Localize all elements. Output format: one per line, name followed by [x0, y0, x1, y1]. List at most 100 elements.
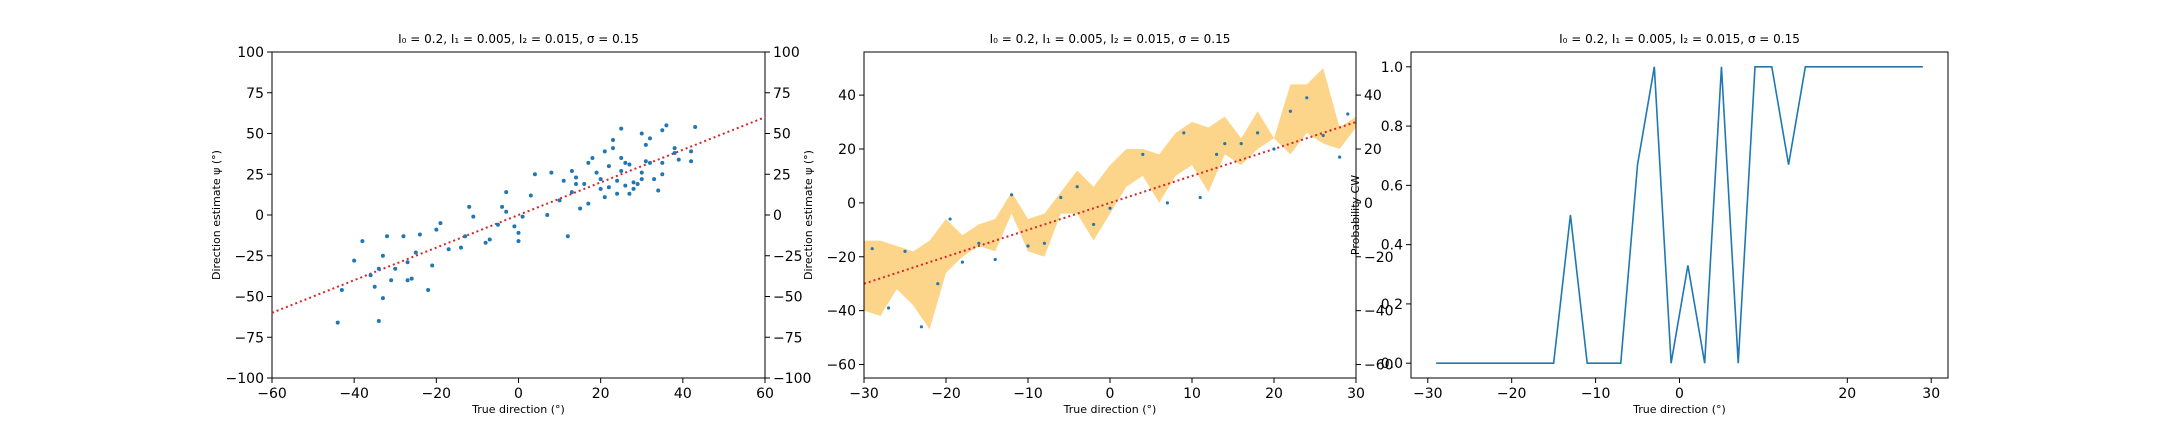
y-tick-label: 1.0: [1381, 60, 1403, 76]
chart-title: I₀ = 0.2, I₁ = 0.005, I₂ = 0.015, σ = 0.…: [398, 32, 639, 46]
scatter-point: [598, 177, 603, 182]
data-point: [1239, 142, 1243, 146]
scatter-point: [652, 177, 657, 182]
y-tick-label: 20: [838, 142, 856, 158]
scatter-point: [610, 138, 615, 143]
data-point: [948, 217, 952, 221]
scatter-point: [528, 193, 533, 198]
y-tick-label: −60: [826, 358, 856, 374]
scatter-point: [380, 296, 385, 301]
x-tick-label: −10: [1581, 386, 1611, 402]
scatter-point: [606, 185, 611, 190]
chart-title: I₀ = 0.2, I₁ = 0.005, I₂ = 0.015, σ = 0.…: [990, 32, 1231, 46]
y-tick-label: −100: [226, 371, 264, 387]
y-tick-label: 0.0: [1381, 356, 1403, 372]
y-tick-label: 75: [246, 86, 264, 102]
data-point: [993, 257, 997, 262]
scatter-point: [430, 263, 435, 268]
x-tick-label: −20: [931, 386, 961, 402]
x-axis-label: True direction (°): [1063, 403, 1157, 416]
y-right-tick-label: −75: [773, 330, 803, 346]
confidence-band: [864, 68, 1356, 330]
scatter-point: [643, 142, 648, 147]
scatter-point: [360, 239, 365, 244]
scatter-point: [647, 136, 652, 141]
scatter-point: [660, 160, 665, 165]
x-tick-label: 30: [1347, 386, 1365, 402]
y-right-tick-label: 40: [1364, 88, 1382, 104]
scatter-point: [689, 149, 694, 154]
scatter-point: [602, 149, 607, 154]
probability-panel: I₀ = 0.2, I₁ = 0.005, I₂ = 0.015, σ = 0.…: [1349, 32, 1949, 416]
identity-line: [271, 116, 766, 314]
y-right-tick-label: −25: [773, 249, 803, 265]
chart-title: I₀ = 0.2, I₁ = 0.005, I₂ = 0.015, σ = 0.…: [1559, 32, 1800, 46]
scatter-point: [446, 247, 451, 252]
data-point: [1256, 131, 1260, 135]
x-axis-label: True direction (°): [1632, 403, 1726, 416]
scatter-point: [520, 214, 525, 219]
y-tick-label: −75: [234, 330, 264, 346]
scatter-point: [487, 237, 492, 242]
scatter-point: [602, 195, 607, 200]
scatter-point: [504, 209, 509, 214]
data-point: [1182, 131, 1186, 135]
y-tick-label: 40: [838, 88, 856, 104]
data-point: [1165, 201, 1169, 205]
y-right-tick-label: 50: [773, 127, 791, 143]
data-point: [1305, 96, 1309, 100]
x-tick-label: 20: [1265, 386, 1283, 402]
plot-frame: [1410, 51, 1949, 379]
scatter-point: [586, 160, 591, 165]
y-axis-label: Probability CW: [1349, 175, 1362, 255]
y-axis-label: Direction estimate ψ (°): [802, 150, 815, 280]
scatter-point: [393, 266, 398, 271]
scatter-point: [385, 234, 390, 239]
scatter-point: [631, 186, 636, 191]
data-point: [960, 260, 965, 264]
scatter-point: [582, 182, 587, 187]
x-tick-label: 20: [592, 386, 610, 402]
scatter-point: [664, 123, 669, 128]
scatter-point: [389, 278, 394, 283]
data-point: [1321, 133, 1325, 138]
band-panel: I₀ = 0.2, I₁ = 0.005, I₂ = 0.015, σ = 0.…: [802, 32, 1394, 416]
x-tick-label: −10: [1013, 386, 1043, 402]
data-point: [977, 241, 981, 245]
scatter-point: [569, 168, 574, 173]
scatter-point: [619, 168, 624, 173]
scatter-point: [438, 221, 443, 226]
scatter-point: [635, 182, 640, 187]
data-point: [1108, 206, 1112, 210]
scatter-point: [335, 320, 340, 325]
scatter-point: [463, 234, 468, 239]
data-point: [1272, 147, 1276, 151]
y-right-tick-label: −100: [773, 371, 811, 387]
scatter-panel: I₀ = 0.2, I₁ = 0.005, I₂ = 0.015, σ = 0.…: [210, 32, 811, 416]
scatter-point: [627, 162, 632, 167]
y-tick-label: 0.6: [1381, 178, 1403, 194]
scatter-point: [631, 180, 636, 185]
data-point: [1042, 241, 1046, 245]
scatter-point: [372, 284, 377, 289]
scatter-point: [590, 155, 595, 160]
scatter-point: [376, 318, 381, 323]
data-point: [1141, 152, 1145, 156]
y-right-tick-label: −20: [1364, 250, 1394, 266]
scatter-point: [409, 276, 414, 281]
scatter-point: [639, 170, 644, 175]
y-right-tick-label: −40: [1364, 304, 1394, 320]
y-right-tick-label: 0: [1364, 196, 1373, 212]
x-tick-label: −60: [257, 386, 287, 402]
y-tick-label: 50: [246, 127, 264, 143]
x-tick-label: −40: [339, 386, 369, 402]
plot-frame: [863, 51, 1357, 379]
probability-line: [1436, 66, 1923, 364]
scatter-point: [615, 191, 620, 196]
scatter-point: [656, 188, 661, 193]
scatter-point: [672, 151, 677, 156]
scatter-point: [557, 198, 562, 203]
scatter-point: [615, 178, 620, 183]
scatter-point: [405, 278, 410, 283]
scatter-point: [504, 190, 509, 195]
